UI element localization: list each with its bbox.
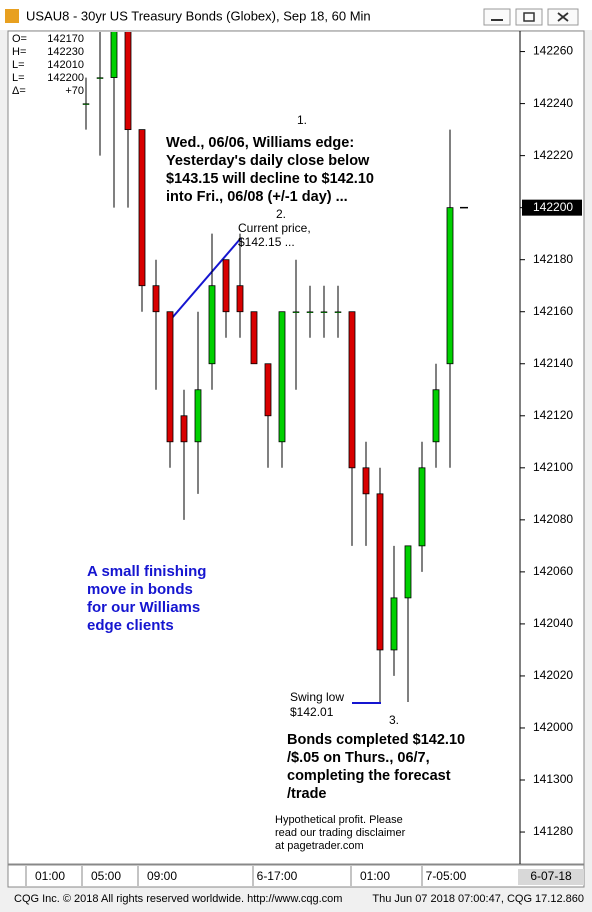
candles [82,32,468,702]
quote-value: 142010 [47,59,84,71]
completed-text: completing the forecast [287,768,451,784]
candle-body [138,129,146,287]
completed-text: /$.05 on Thurs., 06/7, [287,750,430,766]
y-tick-label: 141300 [533,772,573,786]
candle-body [362,467,370,495]
window-buttons[interactable] [483,8,579,26]
candle-body [404,545,412,599]
y-tick-label: 142040 [533,616,573,630]
forecast-text: into Fri., 06/08 (+/-1 day) ... [166,189,348,205]
quote-value: 142200 [47,72,84,84]
y-tick-label: 142140 [533,356,573,370]
quote-key: O= [12,33,27,45]
y-tick-label: 142000 [533,720,573,734]
close-icon [557,12,569,22]
clients-note: move in bonds [87,581,193,598]
last-price-box [522,199,582,216]
y-tick-label: 142260 [533,44,573,58]
window-title: USAU8 - 30yr US Treasury Bonds (Globex),… [26,8,371,23]
forecast-text: Yesterday's daily close below [166,153,370,169]
chart-panel [7,30,585,865]
last-price-label: 142200 [533,200,573,214]
forecast-text: Wed., 06/06, Williams edge: [166,135,354,151]
disclaimer-text: at pagetrader.com [275,840,364,852]
app-icon [5,9,19,23]
footer-left: CQG Inc. © 2018 All rights reserved worl… [14,893,342,905]
candle-body [446,207,454,365]
current-price-note: $142.15 ... [238,235,295,249]
clients-note: edge clients [87,617,174,634]
completed-text: /trade [287,786,327,802]
candle-body [152,285,160,313]
candle-body [348,311,356,469]
candle-body [264,363,272,417]
annotation-number: 2. [276,207,286,221]
y-tick-label: 142060 [533,564,573,578]
candle-body [96,77,104,79]
quote-key: L= [12,59,25,71]
swing-low-note: Swing low [290,690,344,704]
candle-body [236,285,244,313]
swing-low-note: $142.01 [290,705,334,719]
clients-note: for our Williams [87,599,200,616]
y-tick-label: 142160 [533,304,573,318]
candle-body [250,311,258,365]
clients-note: A small finishing [87,563,206,580]
annotation-number: 1. [297,113,307,127]
candle-body [194,389,202,443]
current-price-note: Current price, [238,221,311,235]
completed-text: Bonds completed $142.10 [287,732,465,748]
candle-body [166,311,174,443]
x-tick-label: 01:00 [35,869,65,883]
disclaimer-text: read our trading disclaimer [275,827,406,839]
candle-body [334,311,342,313]
maximize-icon [523,12,535,22]
minimize-button[interactable] [483,8,511,26]
date-label: 6-07-18 [530,869,572,883]
candle-body [208,285,216,365]
x-tick-label: 6-17:00 [257,869,298,883]
candle-body [390,597,398,651]
y-tick-label: 142120 [533,408,573,422]
x-tick-label: 05:00 [91,869,121,883]
forecast-text: $143.15 will decline to $142.10 [166,171,374,187]
candle-body [222,259,230,313]
quote-key: H= [12,46,26,58]
pointer-line [171,237,242,319]
candle-body [278,311,286,443]
candle-body [320,311,328,313]
y-tick-label: 142020 [533,668,573,682]
y-tick-label: 142100 [533,460,573,474]
date-box [518,869,584,885]
quote-key: L= [12,72,25,84]
quote-value: 142170 [47,33,84,45]
x-tick-label: 09:00 [147,869,177,883]
y-tick-label: 141280 [533,824,573,838]
candle-body [306,311,314,313]
quote-value: 142230 [47,46,84,58]
disclaimer-text: Hypothetical profit. Please [275,814,403,826]
candle-body [110,32,118,78]
candle-body [82,103,90,105]
quote-key: Δ= [12,85,26,97]
y-tick-label: 142220 [533,148,573,162]
y-tick-label: 142080 [533,512,573,526]
candle-body [180,415,188,443]
candle-body [432,389,440,443]
x-tick-label: 7-05:00 [426,869,467,883]
candle-body [418,467,426,547]
candle-body [124,32,132,131]
footer-right: Thu Jun 07 2018 07:00:47, CQG 17.12.860 [372,893,584,905]
quote-value: +70 [65,85,84,97]
y-tick-label: 142240 [533,96,573,110]
x-tick-label: 01:00 [360,869,390,883]
candle-body [376,493,384,651]
maximize-button[interactable] [515,8,543,26]
candle-body [292,311,300,313]
y-tick-label: 142180 [533,252,573,266]
annotation-number: 3. [389,713,399,727]
